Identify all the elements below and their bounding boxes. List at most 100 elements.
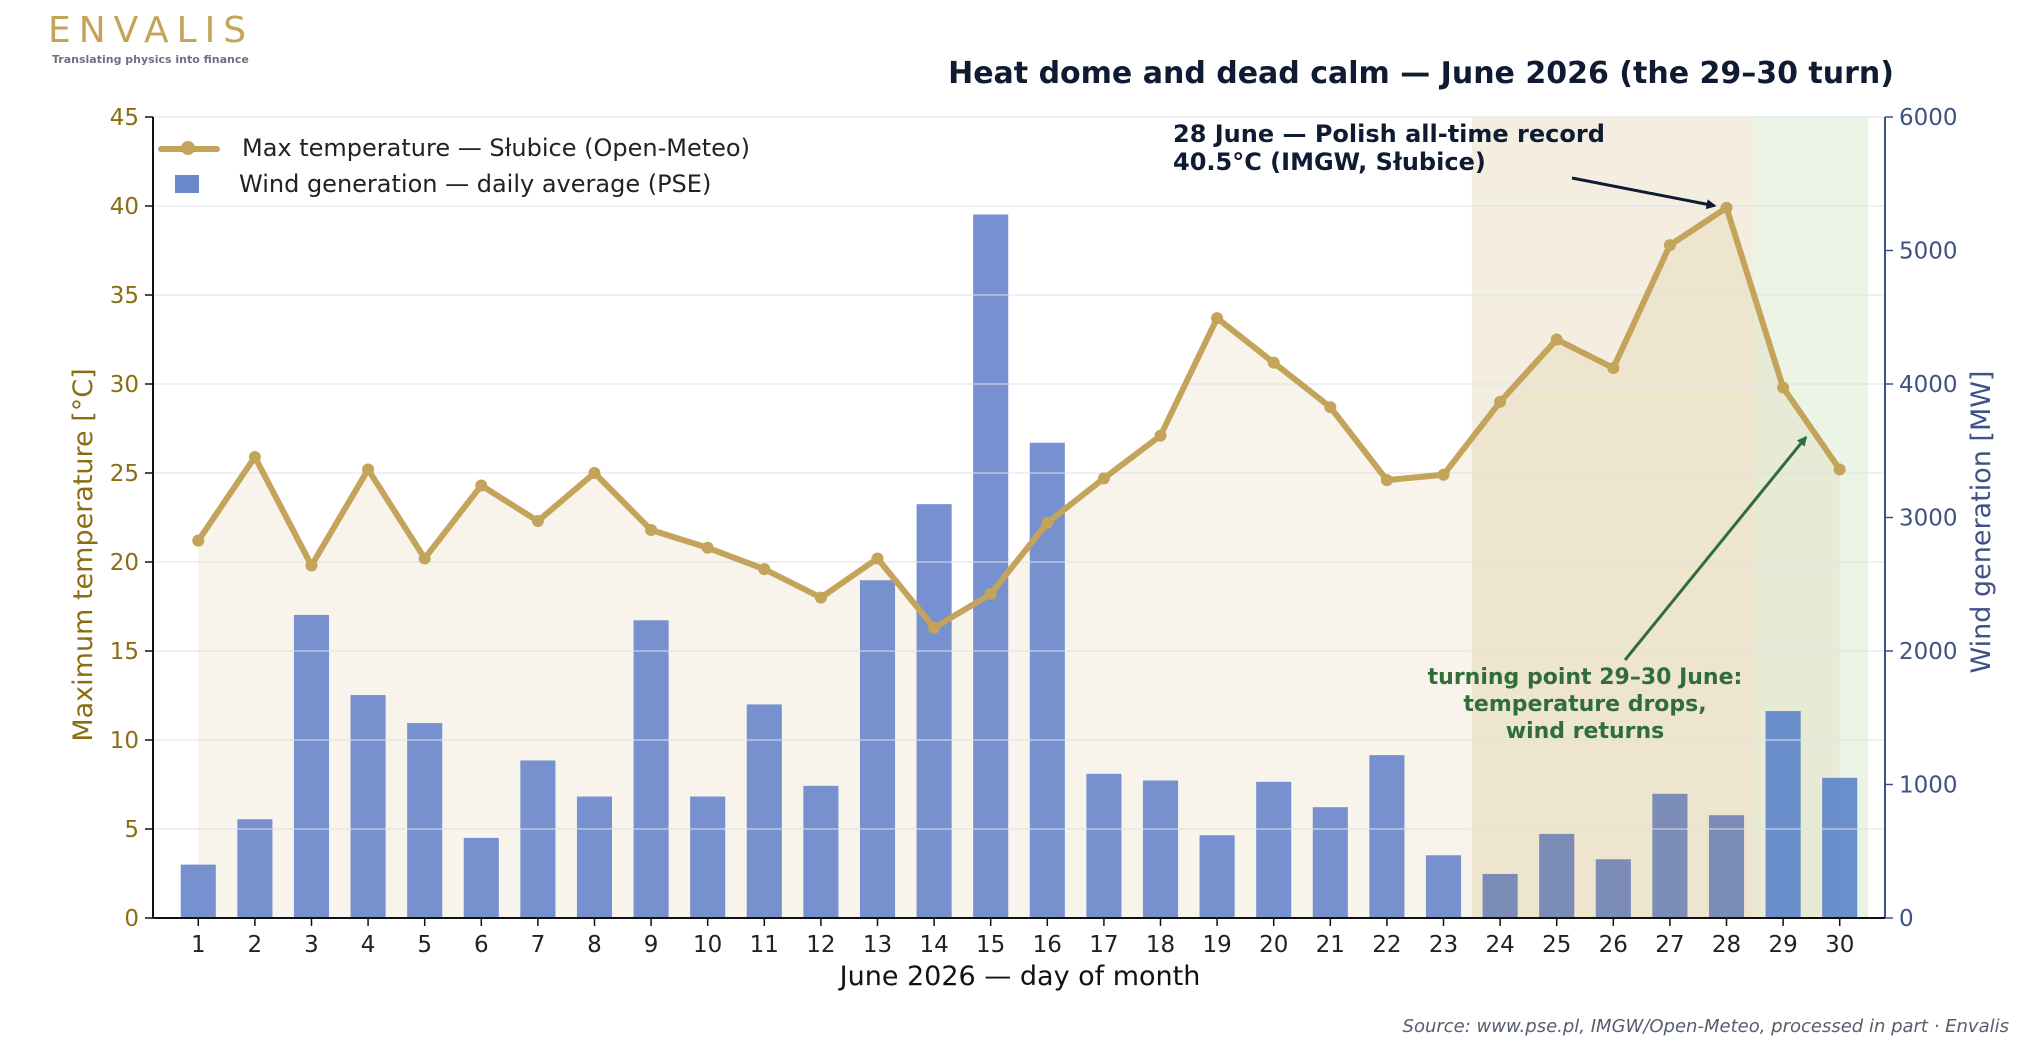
temperature-line — [195, 204, 1843, 631]
temperature-point — [1720, 201, 1733, 214]
wind-bar — [350, 695, 386, 918]
brand-logo: ENVALIS Translating physics into finance — [48, 10, 254, 66]
x-tick-label: 11 — [750, 932, 779, 958]
temperature-line-series — [192, 201, 1846, 634]
temperature-point — [1494, 395, 1507, 408]
wind-bar — [1369, 755, 1405, 918]
annotation-record: 28 June — Polish all-time record 40.5°C … — [1173, 120, 1605, 176]
wind-bar — [1822, 777, 1858, 918]
y-tick-label-left: 30 — [110, 372, 139, 398]
record-arrow — [1571, 176, 1717, 210]
temperature-point — [1663, 239, 1676, 252]
temperature-point — [192, 534, 205, 547]
x-tick-label: 8 — [587, 932, 602, 958]
y-tick-label-right: 1000 — [1899, 773, 1958, 799]
source-note: Source: www.pse.pl, IMGW/Open-Meteo, pro… — [1402, 1016, 2009, 1037]
tick-labels: 0510152025303540450100020003000400050006… — [110, 105, 1958, 958]
wind-bar — [180, 864, 216, 918]
temperature-point — [1380, 474, 1393, 487]
x-tick-label: 22 — [1372, 932, 1401, 958]
x-tick-label: 19 — [1202, 932, 1231, 958]
y-tick-label-right: 6000 — [1899, 105, 1958, 131]
y-tick-label-left: 25 — [110, 461, 139, 487]
y-tick-label-left: 0 — [124, 906, 139, 932]
temperature-point — [814, 591, 827, 604]
wind-bar — [803, 785, 839, 918]
wind-bar — [1652, 793, 1688, 918]
brand-tagline: Translating physics into finance — [52, 53, 249, 66]
shaded-band-heat-dome — [1471, 117, 1755, 918]
wind-bar — [1765, 711, 1801, 918]
y-tick-label-left: 20 — [110, 550, 139, 576]
x-tick-label: 14 — [919, 932, 948, 958]
x-tick-label: 5 — [417, 932, 432, 958]
wind-bar — [1482, 873, 1518, 918]
x-tick-label: 12 — [806, 932, 835, 958]
shaded-period-bands — [1471, 117, 1869, 918]
temperature-point — [871, 552, 884, 565]
annotation-turn-line-3: wind returns — [1505, 719, 1665, 744]
y-tick-label-left: 10 — [110, 728, 139, 754]
wind-bars — [180, 214, 1858, 918]
temperature-point — [475, 479, 488, 492]
annotation-turning-point: turning point 29–30 June: temperature dr… — [1250, 664, 1920, 745]
wind-bar — [576, 796, 613, 918]
x-tick-label: 23 — [1429, 932, 1458, 958]
wind-bar — [1539, 833, 1575, 918]
legend-item-temperature: Max temperature — Słubice (Open-Meteo) — [158, 130, 750, 166]
temperature-point — [1777, 381, 1790, 394]
wind-bar — [520, 760, 556, 918]
wind-bar — [1142, 780, 1179, 918]
turn-arrow — [1623, 435, 1808, 661]
x-tick-label: 1 — [191, 932, 206, 958]
brand-name: ENVALIS — [48, 10, 255, 51]
temperature-point — [362, 463, 375, 476]
x-tick-label: 10 — [693, 932, 722, 958]
x-tick-label: 17 — [1089, 932, 1118, 958]
wind-bar — [973, 214, 1009, 918]
wind-bar — [746, 704, 782, 918]
temperature-point — [248, 450, 261, 463]
y-axis-label-left: Maximum temperature [°C] — [68, 368, 99, 741]
temperature-point — [1607, 361, 1620, 374]
wind-bar — [1595, 859, 1631, 918]
temperature-point — [1324, 401, 1337, 414]
annotation-record-line-2: 40.5°C (IMGW, Słubice) — [1173, 148, 1486, 176]
legend-bar-marker — [175, 175, 199, 193]
annotation-turn-line-1: turning point 29–30 June: — [1427, 665, 1743, 690]
temperature-point — [758, 563, 771, 576]
temperature-point — [588, 467, 601, 479]
x-tick-label: 20 — [1259, 932, 1288, 958]
x-tick-label: 21 — [1316, 932, 1345, 958]
wind-bar — [690, 796, 726, 918]
x-tick-label: 2 — [248, 932, 263, 958]
wind-bar — [859, 580, 896, 918]
x-tick-label: 3 — [304, 932, 319, 958]
temperature-point — [984, 588, 997, 601]
x-axis-label: June 2026 — day of month — [838, 961, 1201, 992]
y-tick-label-right: 0 — [1899, 906, 1914, 932]
wind-bar — [1425, 855, 1462, 918]
temperature-point — [531, 515, 544, 528]
x-tick-label: 16 — [1033, 932, 1062, 958]
wind-bar — [1708, 815, 1745, 918]
legend-item-wind: Wind generation — daily average (PSE) — [158, 166, 750, 202]
x-tick-label: 27 — [1655, 932, 1684, 958]
temperature-point — [1267, 356, 1280, 369]
x-tick-label: 18 — [1146, 932, 1175, 958]
x-tick-label: 26 — [1599, 932, 1628, 958]
legend: Max temperature — Słubice (Open-Meteo) W… — [158, 130, 750, 202]
x-tick-label: 4 — [361, 932, 376, 958]
y-tick-label-left: 35 — [110, 283, 139, 309]
temperature-point — [1211, 312, 1224, 325]
annotation-record-line-1: 28 June — Polish all-time record — [1173, 120, 1605, 148]
wind-bar — [1312, 807, 1348, 918]
temperature-point — [645, 523, 658, 536]
wind-bar — [916, 504, 952, 918]
temperature-point — [1154, 429, 1167, 442]
y-tick-label-right: 4000 — [1899, 372, 1958, 398]
x-tick-label: 13 — [863, 932, 892, 958]
temperature-point — [1833, 463, 1846, 476]
temperature-point — [1550, 333, 1563, 346]
